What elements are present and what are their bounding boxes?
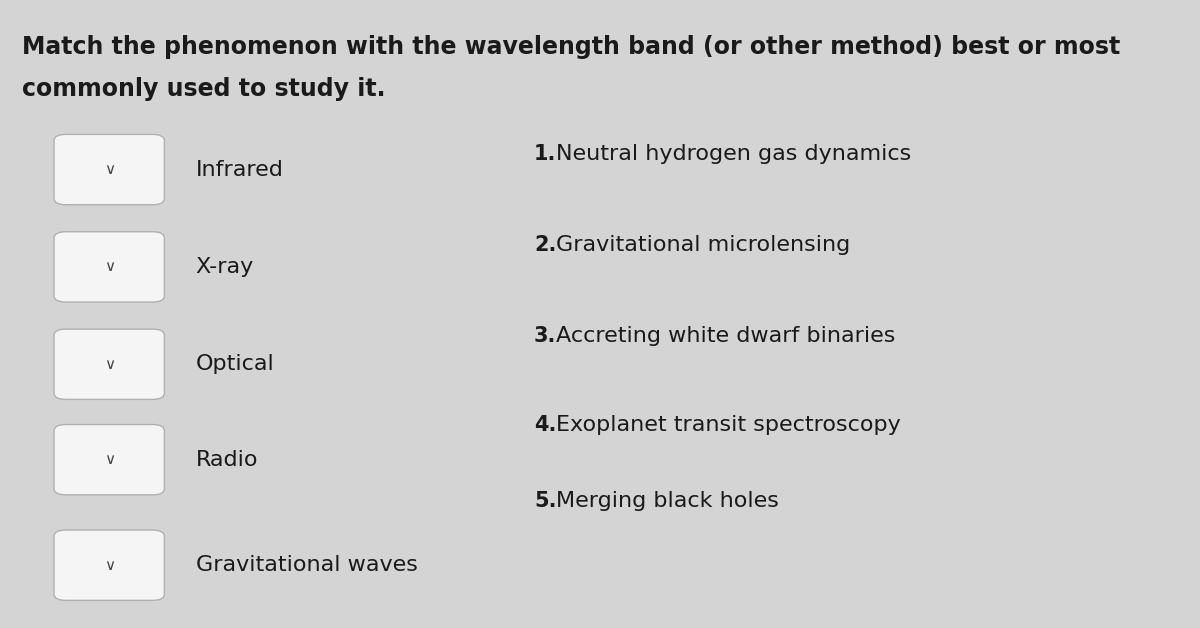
FancyBboxPatch shape [54,134,164,205]
Text: Gravitational waves: Gravitational waves [196,555,418,575]
Text: Merging black holes: Merging black holes [556,490,779,511]
Text: Gravitational microlensing: Gravitational microlensing [556,235,850,255]
Text: 4.: 4. [534,415,557,435]
Text: ∨: ∨ [103,357,115,372]
FancyBboxPatch shape [54,232,164,302]
Text: 5.: 5. [534,490,557,511]
Text: Accreting white dwarf binaries: Accreting white dwarf binaries [556,326,895,346]
Text: Infrared: Infrared [196,160,283,180]
Text: 1.: 1. [534,144,557,164]
Text: ∨: ∨ [103,259,115,274]
Text: ∨: ∨ [103,558,115,573]
Text: 3.: 3. [534,326,557,346]
FancyBboxPatch shape [54,530,164,600]
Text: commonly used to study it.: commonly used to study it. [22,77,385,100]
Text: 2.: 2. [534,235,557,255]
FancyBboxPatch shape [54,329,164,399]
Text: Radio: Radio [196,450,258,470]
Text: X-ray: X-ray [196,257,254,277]
Text: Exoplanet transit spectroscopy: Exoplanet transit spectroscopy [556,415,900,435]
FancyBboxPatch shape [54,425,164,495]
Text: Optical: Optical [196,354,275,374]
Text: Neutral hydrogen gas dynamics: Neutral hydrogen gas dynamics [556,144,911,164]
Text: ∨: ∨ [103,162,115,177]
Text: Match the phenomenon with the wavelength band (or other method) best or most: Match the phenomenon with the wavelength… [22,35,1120,58]
Text: ∨: ∨ [103,452,115,467]
